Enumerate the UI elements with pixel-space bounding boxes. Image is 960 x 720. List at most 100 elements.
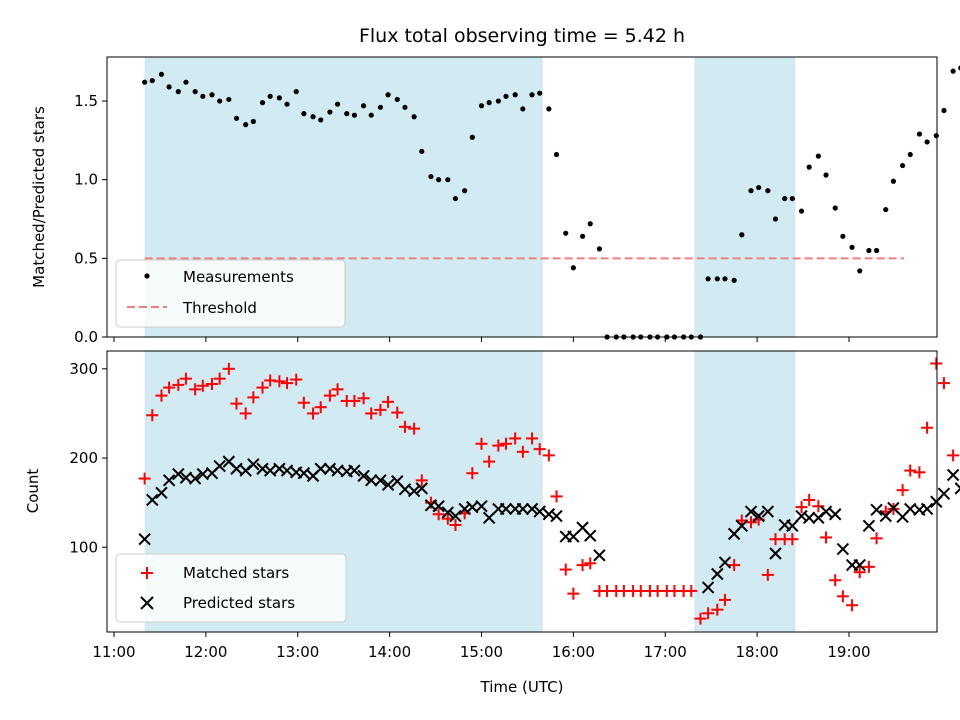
- count-y-axis-label: Count: [24, 469, 42, 514]
- matched-star-point: [836, 590, 849, 603]
- measurement-point: [233, 115, 240, 121]
- matched-star-point: [795, 501, 808, 514]
- predicted-star-point: [701, 581, 715, 594]
- predicted-star-point: [853, 558, 866, 572]
- measurement-point: [149, 77, 155, 84]
- legend-matched-label: Matched stars: [183, 564, 289, 582]
- measurement-point: [166, 84, 172, 90]
- predicted-star-point: [946, 468, 960, 482]
- measurement-point: [899, 162, 906, 169]
- matched-star-point: [213, 372, 226, 385]
- matched-star-point: [862, 560, 875, 573]
- matched-star-point: [718, 593, 731, 606]
- measurement-point: [503, 93, 509, 99]
- matched-star-point: [820, 531, 833, 544]
- predicted-star-point: [752, 509, 765, 523]
- predicted-star-point: [415, 482, 428, 495]
- measurement-point: [512, 92, 518, 98]
- measurement-point: [183, 79, 189, 85]
- matched-star-point: [281, 377, 294, 390]
- measurement-point: [394, 96, 400, 103]
- matched-star-point: [163, 381, 176, 394]
- measurement-point: [570, 265, 576, 271]
- predicted-star-point: [718, 556, 732, 569]
- matched-star-point: [307, 407, 320, 420]
- measurement-point: [200, 93, 206, 99]
- measurement-point: [217, 98, 223, 104]
- measurement-point: [596, 246, 603, 252]
- ratio-legend: Measurements Threshold: [115, 259, 346, 328]
- measurement-point: [739, 232, 745, 238]
- predicted-star-point: [138, 533, 151, 546]
- predicted-star-point: [365, 474, 378, 487]
- matched-star-point: [365, 407, 378, 420]
- measurement-point: [243, 122, 249, 128]
- matched-star-point: [761, 568, 774, 581]
- predicted-star-point: [593, 549, 606, 562]
- predicted-star-point: [802, 511, 816, 525]
- measurement-point: [259, 100, 266, 106]
- x-tick-label: 16:00: [552, 643, 595, 661]
- legend-measurements-marker: [144, 273, 150, 279]
- matched-star-point: [921, 421, 934, 434]
- matched-star-point: [323, 389, 336, 402]
- measurement-point: [840, 233, 846, 239]
- matched-star-point: [567, 587, 580, 600]
- matched-star-point: [711, 603, 724, 616]
- x-tick-label: 12:00: [184, 643, 227, 661]
- measurement-point: [782, 195, 788, 202]
- matched-star-point: [273, 375, 286, 388]
- measurement-point: [462, 188, 468, 194]
- count-legend: Matched stars Predicted stars: [115, 553, 347, 623]
- predicted-star-point: [862, 519, 876, 533]
- measurement-point: [142, 79, 148, 85]
- x-axis-label: Time (UTC): [480, 678, 564, 696]
- predicted-star-point: [323, 462, 337, 475]
- matched-star-point: [812, 500, 825, 513]
- matched-star-point: [449, 518, 462, 531]
- matched-star-point: [189, 383, 202, 396]
- x-tick-label: 14:00: [368, 643, 411, 661]
- measurement-point: [276, 95, 282, 101]
- measurement-point: [748, 188, 754, 194]
- measurement-point: [563, 230, 569, 236]
- ratio-panel: 0.0 0.5 1.0 1.5 Matched/Predicted stars Mea…: [30, 56, 960, 346]
- predicted-star-point: [744, 505, 758, 518]
- measurement-point: [798, 208, 805, 214]
- predicted-star-point: [533, 505, 546, 518]
- measurement-point: [832, 205, 838, 211]
- matched-star-point: [745, 516, 757, 529]
- ratio-y-tick-label: 1.5: [74, 92, 98, 110]
- predicted-star-point: [357, 469, 370, 483]
- measurement-point: [537, 90, 543, 96]
- predicted-star-point: [407, 484, 421, 498]
- measurement-point: [293, 89, 299, 95]
- matched-star-point: [348, 394, 361, 407]
- measurement-point: [890, 178, 897, 184]
- measurement-point: [334, 101, 341, 107]
- measurement-point: [950, 68, 956, 74]
- measurement-point: [158, 71, 165, 77]
- predicted-star-point: [584, 529, 597, 542]
- predicted-star-point: [297, 467, 311, 480]
- matched-star-point: [685, 584, 698, 597]
- measurement-point: [789, 195, 795, 202]
- legend-predicted-marker: [140, 596, 154, 610]
- predicted-star-point: [155, 486, 168, 500]
- predicted-star-point: [761, 505, 775, 518]
- matched-star-point: [172, 378, 185, 391]
- matched-star-point: [947, 449, 960, 462]
- matched-star-point: [357, 392, 370, 405]
- measurement-point: [175, 89, 181, 95]
- measurement-point: [327, 109, 333, 115]
- measurement-point: [714, 276, 720, 282]
- measurement-point: [772, 216, 779, 222]
- ratio-y-tick-label: 0.5: [74, 249, 98, 267]
- matched-star-point: [870, 532, 883, 545]
- measurement-point: [226, 96, 232, 103]
- predicted-star-point: [795, 509, 808, 523]
- ratio-panel-frame: [106, 56, 938, 338]
- measurement-point: [553, 151, 560, 158]
- measurement-point: [731, 277, 737, 283]
- matched-star-point: [314, 401, 327, 414]
